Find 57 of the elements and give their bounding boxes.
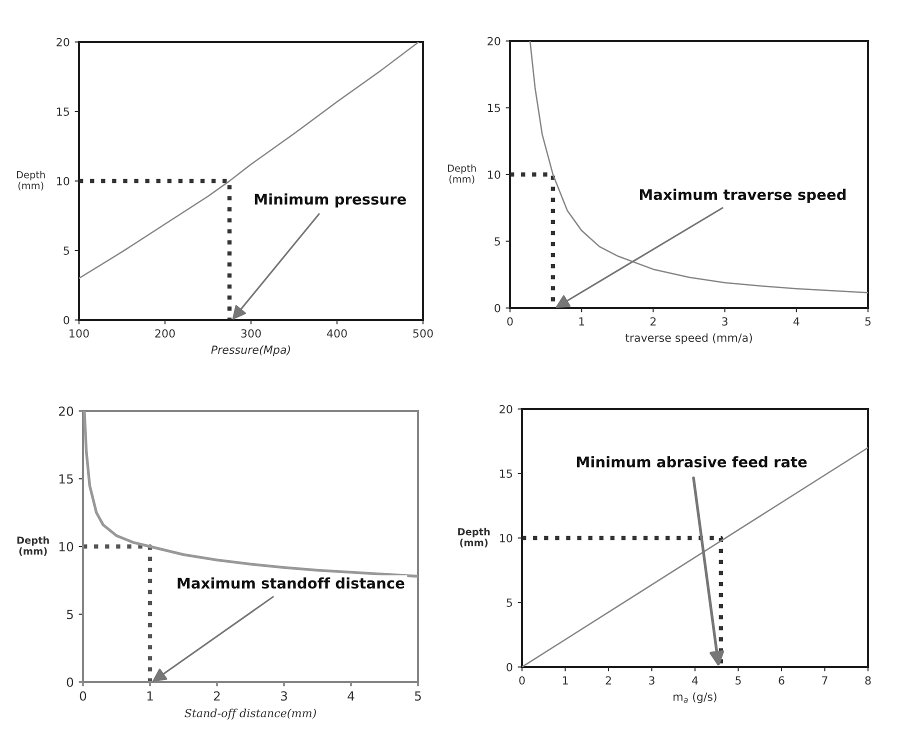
x-tick-label: 6	[778, 676, 784, 685]
x-tick-label: 5	[865, 317, 871, 326]
x-tick-label: 300	[241, 329, 261, 338]
x-tick-label: 3	[649, 676, 654, 685]
y-tick-label: 20	[56, 38, 70, 46]
y-tick-label: 5	[66, 610, 73, 620]
x-tick-label: 2	[214, 691, 220, 701]
y-tick-label: 15	[488, 104, 500, 112]
y-axis-title: Depth (mm)	[448, 164, 476, 184]
y-tick-label: 0	[506, 662, 512, 672]
x-tick-label: 3	[280, 691, 287, 701]
y-axis-title: Depth (mm)	[16, 170, 45, 190]
x-tick-label: 4	[692, 676, 698, 684]
y-tick-label: 5	[506, 598, 512, 607]
x-tick-label: 4	[348, 691, 354, 701]
y-tick-label: 10	[500, 534, 512, 542]
y-tick-label: 15	[59, 474, 73, 484]
x-tick-label: 2	[606, 676, 611, 684]
x-tick-label: 100	[70, 329, 89, 338]
x-axis-title: Stand-off distance(mm)	[184, 708, 316, 720]
x-tick-label: 5	[736, 676, 741, 685]
y-axis-title: Depth (mm)	[17, 536, 49, 556]
x-tick-label: 8	[865, 676, 871, 685]
y-tick-label: 20	[58, 406, 74, 416]
y-tick-label: 20	[500, 404, 512, 414]
x-axis-title: m$_{a}$ (g/s)	[674, 692, 716, 704]
y-tick-label: 5	[494, 237, 500, 246]
x-tick-label: 5	[414, 691, 421, 701]
line-series	[529, 41, 868, 294]
annotation: Maximum traverse speed	[640, 188, 846, 203]
x-tick-label: 500	[413, 329, 433, 338]
x-tick-label: 3	[722, 317, 728, 326]
y-tick-label: 0	[494, 304, 500, 312]
x-tick-label: 4	[793, 317, 800, 326]
x-tick-label: 7	[822, 676, 828, 684]
x-tick-label: 2	[650, 317, 656, 326]
y-axis-title: Depth (mm)	[458, 528, 490, 548]
x-axis-title: traverse speed (mm/a)	[625, 333, 752, 344]
line-series	[79, 42, 420, 279]
annotation: Maximum standoff distance	[178, 577, 404, 589]
x-tick-label: 0	[519, 676, 525, 685]
x-tick-label: 1	[147, 691, 153, 701]
y-tick-label: 5	[64, 246, 69, 255]
x-tick-label: 0	[80, 691, 86, 701]
annotation: Minimum pressure	[254, 193, 406, 208]
y-tick-label: 10	[57, 176, 70, 186]
y-tick-label: 10	[59, 542, 74, 552]
x-tick-label: 1	[579, 317, 584, 326]
x-tick-label: 1	[562, 676, 568, 684]
y-tick-label: 10	[488, 170, 500, 179]
y-tick-label: 20	[488, 36, 500, 46]
y-tick-label: 15	[500, 470, 512, 478]
x-tick-label: 400	[326, 329, 347, 338]
x-axis-title: Pressure(Mpa)	[211, 345, 290, 356]
x-tick-label: 200	[155, 329, 175, 338]
y-tick-label: 15	[57, 108, 69, 116]
annotation: Minimum abrasive feed rate	[577, 456, 807, 468]
